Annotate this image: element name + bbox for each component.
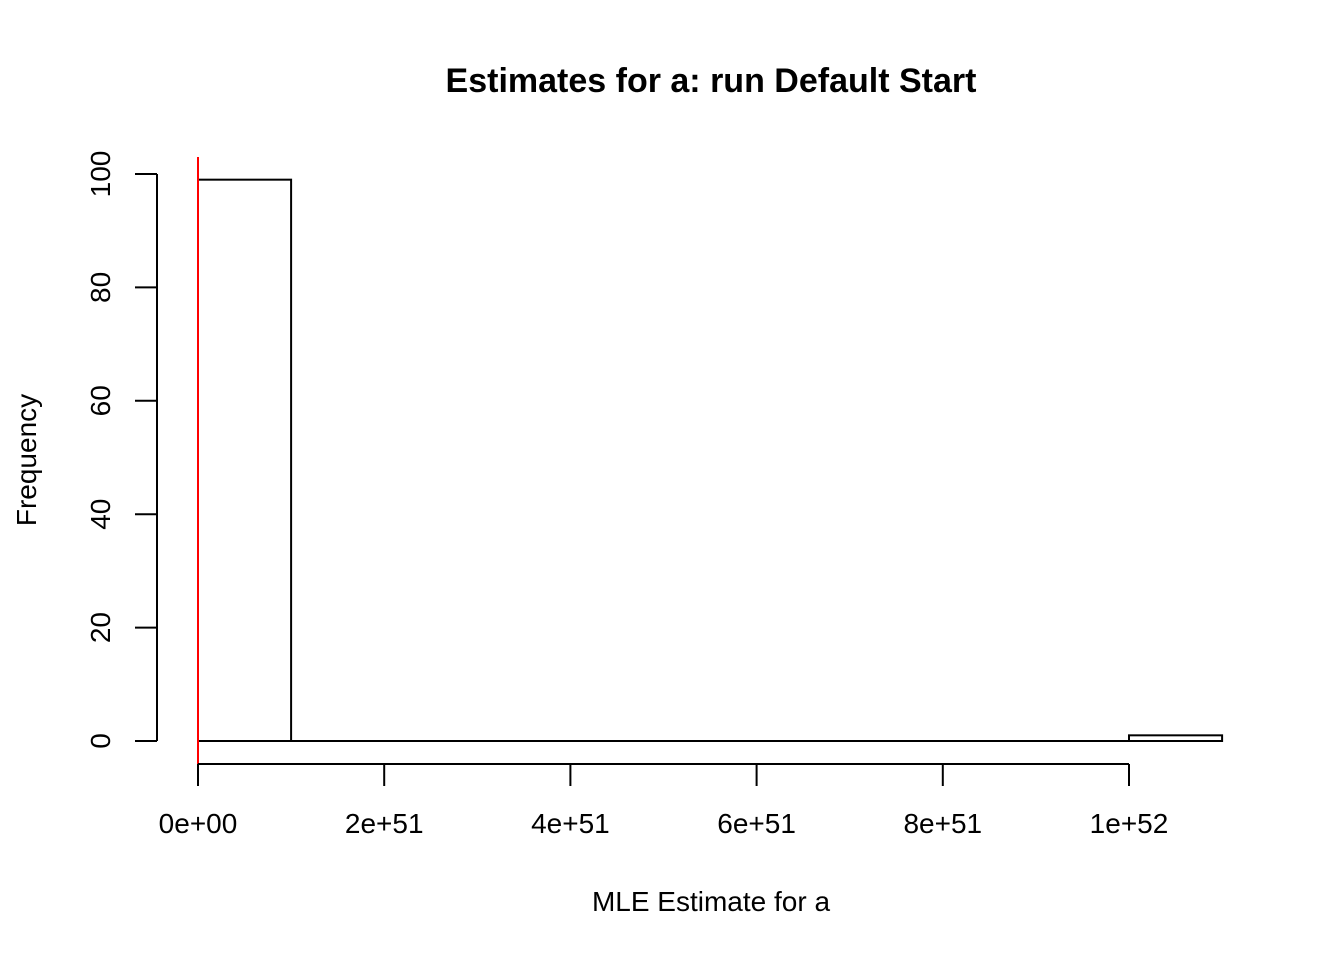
y-axis: 0 20 40 60 80 100	[85, 151, 158, 749]
x-axis: 0e+00 2e+51 4e+51 6e+51 8e+51 1e+52	[159, 763, 1169, 839]
histogram-bars	[197, 178, 1224, 743]
y-tick-label: 0	[85, 733, 116, 749]
y-axis-label: Frequency	[11, 394, 42, 526]
y-tick-label: 40	[85, 499, 116, 530]
y-tick-label: 80	[85, 272, 116, 303]
x-tick-label: 0e+00	[159, 808, 238, 839]
x-tick-label: 8e+51	[903, 808, 982, 839]
y-tick-label: 60	[85, 385, 116, 416]
x-axis-label: MLE Estimate for a	[592, 886, 831, 917]
y-tick-label: 20	[85, 612, 116, 643]
x-tick-label: 1e+52	[1090, 808, 1169, 839]
histogram-bar	[197, 178, 293, 743]
x-tick-label: 6e+51	[717, 808, 796, 839]
y-tick-label: 100	[85, 151, 116, 198]
x-tick-label: 4e+51	[531, 808, 610, 839]
x-tick-label: 2e+51	[345, 808, 424, 839]
chart-title: Estimates for a: run Default Start	[446, 62, 977, 100]
